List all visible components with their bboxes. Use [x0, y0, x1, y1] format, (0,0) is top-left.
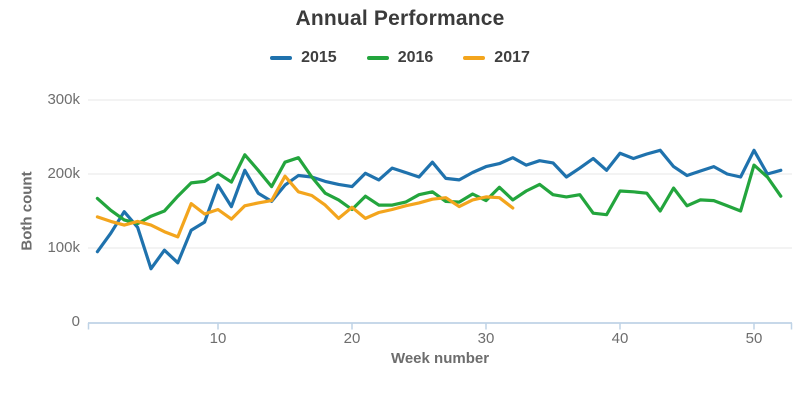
- legend-swatch-2017: [463, 56, 486, 60]
- y-tick-label: 200k: [47, 165, 80, 182]
- legend-label-2015: 2015: [301, 49, 337, 66]
- y-tick-label: 300k: [47, 91, 80, 108]
- y-tick-labels: 0 100k 200k 300k: [0, 0, 80, 400]
- legend: 2015 2016 2017: [0, 49, 800, 67]
- x-tick-label: 20: [343, 330, 361, 347]
- legend-item-2017[interactable]: 2017: [463, 49, 530, 67]
- legend-swatch-2015: [270, 56, 293, 60]
- series-line-2017: [95, 174, 515, 239]
- x-axis-title: Week number: [390, 350, 490, 367]
- legend-item-2015[interactable]: 2015: [270, 49, 337, 67]
- y-tick-label: 0: [71, 313, 80, 330]
- legend-label-2017: 2017: [494, 49, 530, 66]
- x-tick-label: 50: [745, 330, 763, 347]
- y-tick-label: 100k: [47, 239, 80, 256]
- legend-swatch-2016: [366, 56, 389, 60]
- x-tick-label: 40: [611, 330, 629, 347]
- series-line-2015: [95, 148, 783, 271]
- chart-title: Annual Performance: [295, 7, 505, 30]
- legend-label-2016: 2016: [397, 49, 434, 66]
- legend-item-2016[interactable]: 2016: [366, 49, 434, 67]
- series-line-2016: [95, 153, 783, 226]
- x-tick-label: 30: [477, 330, 495, 347]
- x-tick-label: 10: [209, 330, 227, 347]
